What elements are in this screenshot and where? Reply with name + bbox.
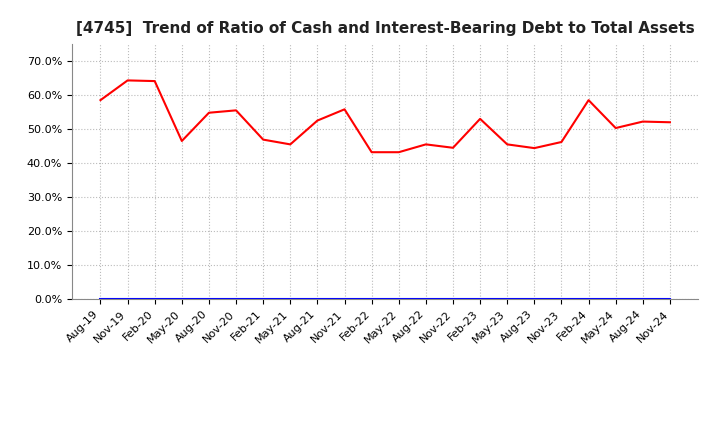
Cash [259, 137, 268, 142]
Cash [584, 98, 593, 103]
Cash [395, 150, 403, 155]
Interest-Bearing Debt [204, 297, 213, 302]
Line: Cash: Cash [101, 81, 670, 152]
Legend: Cash, Interest-Bearing Debt: Cash, Interest-Bearing Debt [250, 438, 521, 440]
Interest-Bearing Debt [476, 297, 485, 302]
Cash [204, 110, 213, 115]
Cash [503, 142, 511, 147]
Cash [341, 106, 349, 112]
Cash [232, 108, 240, 113]
Cash [286, 142, 294, 147]
Interest-Bearing Debt [584, 297, 593, 302]
Cash [421, 142, 430, 147]
Interest-Bearing Debt [530, 297, 539, 302]
Interest-Bearing Debt [259, 297, 268, 302]
Cash [313, 118, 322, 123]
Cash [96, 98, 105, 103]
Cash [367, 150, 376, 155]
Cash [150, 78, 159, 84]
Interest-Bearing Debt [286, 297, 294, 302]
Interest-Bearing Debt [123, 297, 132, 302]
Interest-Bearing Debt [341, 297, 349, 302]
Interest-Bearing Debt [557, 297, 566, 302]
Interest-Bearing Debt [449, 297, 457, 302]
Interest-Bearing Debt [367, 297, 376, 302]
Cash [665, 120, 674, 125]
Interest-Bearing Debt [421, 297, 430, 302]
Cash [123, 78, 132, 83]
Interest-Bearing Debt [395, 297, 403, 302]
Interest-Bearing Debt [611, 297, 620, 302]
Interest-Bearing Debt [313, 297, 322, 302]
Interest-Bearing Debt [96, 297, 105, 302]
Cash [449, 145, 457, 150]
Interest-Bearing Debt [150, 297, 159, 302]
Cash [530, 146, 539, 151]
Interest-Bearing Debt [178, 297, 186, 302]
Interest-Bearing Debt [665, 297, 674, 302]
Interest-Bearing Debt [232, 297, 240, 302]
Cash [639, 119, 647, 124]
Title: [4745]  Trend of Ratio of Cash and Interest-Bearing Debt to Total Assets: [4745] Trend of Ratio of Cash and Intere… [76, 21, 695, 36]
Cash [476, 116, 485, 121]
Interest-Bearing Debt [639, 297, 647, 302]
Cash [611, 125, 620, 131]
Cash [557, 139, 566, 145]
Cash [178, 138, 186, 143]
Interest-Bearing Debt [503, 297, 511, 302]
